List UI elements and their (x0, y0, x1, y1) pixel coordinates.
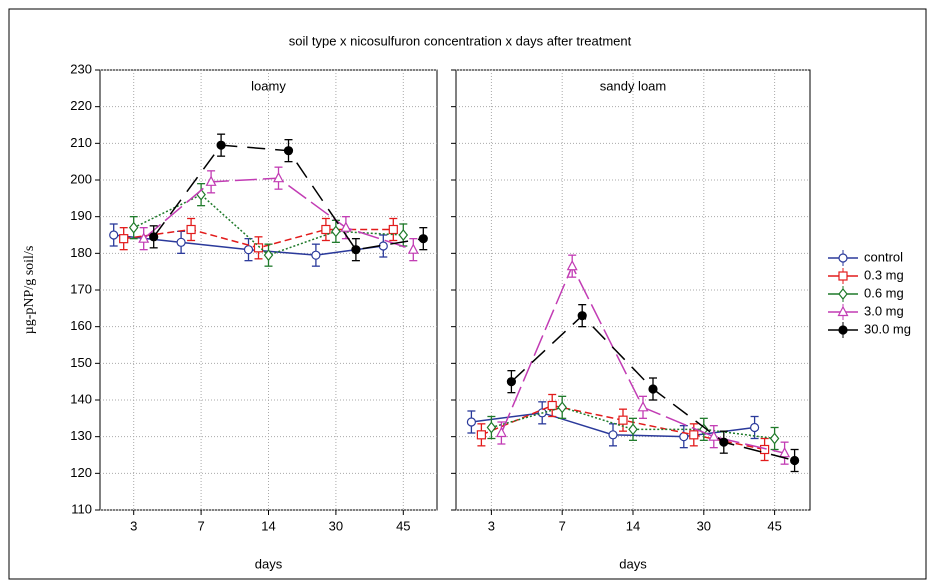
marker (779, 446, 791, 458)
marker (283, 146, 294, 156)
marker (495, 426, 507, 438)
marker (119, 234, 129, 244)
y-tick-label: 210 (70, 135, 92, 150)
legend-label: 0.6 mg (864, 285, 904, 300)
y-tick-label: 220 (70, 98, 92, 113)
marker (216, 140, 226, 150)
marker (273, 171, 284, 183)
x-tick-label: 30 (329, 518, 343, 533)
y-tick-label: 200 (70, 171, 92, 186)
marker (628, 423, 638, 436)
marker (138, 232, 150, 243)
marker (331, 225, 341, 238)
marker (476, 430, 486, 440)
marker (388, 224, 398, 235)
frame (8, 8, 927, 580)
marker (109, 230, 119, 240)
y-tick-label: 160 (70, 318, 92, 333)
y-tick-label: 230 (70, 61, 92, 76)
marker (418, 234, 428, 244)
series-line (491, 406, 775, 440)
marker (618, 415, 628, 425)
chart-title: soil type x nicosulfuron concentration x… (289, 33, 632, 48)
marker (719, 437, 729, 447)
x-axis-label: days (619, 556, 647, 571)
x-tick-label: 45 (767, 518, 781, 533)
y-tick-label: 120 (70, 465, 92, 480)
marker (186, 224, 196, 235)
legend-label: control (864, 249, 903, 264)
marker (176, 237, 186, 247)
y-tick-label: 110 (71, 501, 92, 516)
marker (838, 271, 848, 281)
y-tick-label: 140 (70, 391, 92, 406)
marker (351, 245, 361, 255)
marker (708, 430, 720, 441)
x-tick-label: 3 (130, 518, 137, 533)
marker (637, 401, 649, 412)
marker (769, 432, 780, 445)
marker (759, 444, 770, 455)
x-tick-label: 14 (261, 518, 275, 533)
marker (486, 421, 497, 434)
marker (577, 311, 587, 321)
y-tick-label: 170 (70, 281, 92, 296)
x-tick-label: 30 (697, 518, 711, 533)
legend-label: 3.0 mg (864, 303, 904, 318)
marker (506, 377, 516, 387)
marker (838, 325, 848, 335)
marker (321, 224, 331, 235)
marker (311, 250, 321, 260)
x-tick-label: 3 (488, 518, 495, 533)
marker (608, 430, 618, 440)
x-tick-label: 45 (396, 518, 410, 533)
legend-label: 30.0 mg (864, 321, 911, 336)
marker (340, 221, 352, 232)
x-tick-label: 14 (626, 518, 640, 533)
marker (838, 288, 848, 300)
y-tick-label: 190 (70, 208, 92, 223)
marker (253, 243, 264, 253)
y-tick-label: 150 (70, 355, 92, 370)
y-axis-label: µg-pNP/g soil/s (22, 246, 37, 335)
marker (547, 400, 557, 411)
marker (566, 259, 578, 271)
marker (398, 229, 409, 241)
x-tick-label: 7 (559, 518, 566, 533)
marker (466, 417, 476, 427)
marker (263, 249, 274, 262)
marker (689, 430, 699, 440)
x-axis-label: days (255, 556, 283, 571)
marker (149, 232, 159, 242)
marker (243, 245, 254, 255)
marker (749, 422, 760, 433)
marker (557, 401, 567, 414)
marker (407, 243, 419, 254)
y-tick-label: 130 (70, 428, 92, 443)
legend-label: 0.3 mg (864, 267, 904, 282)
marker (205, 175, 217, 186)
marker (838, 253, 848, 263)
marker (789, 455, 800, 466)
marker (837, 305, 849, 317)
marker (378, 241, 388, 251)
panel-title: sandy loam (600, 78, 666, 93)
x-tick-label: 7 (197, 518, 204, 533)
y-tick-label: 180 (70, 245, 92, 260)
marker (648, 384, 658, 394)
panel-title: loamy (251, 78, 286, 93)
marker (128, 221, 139, 234)
